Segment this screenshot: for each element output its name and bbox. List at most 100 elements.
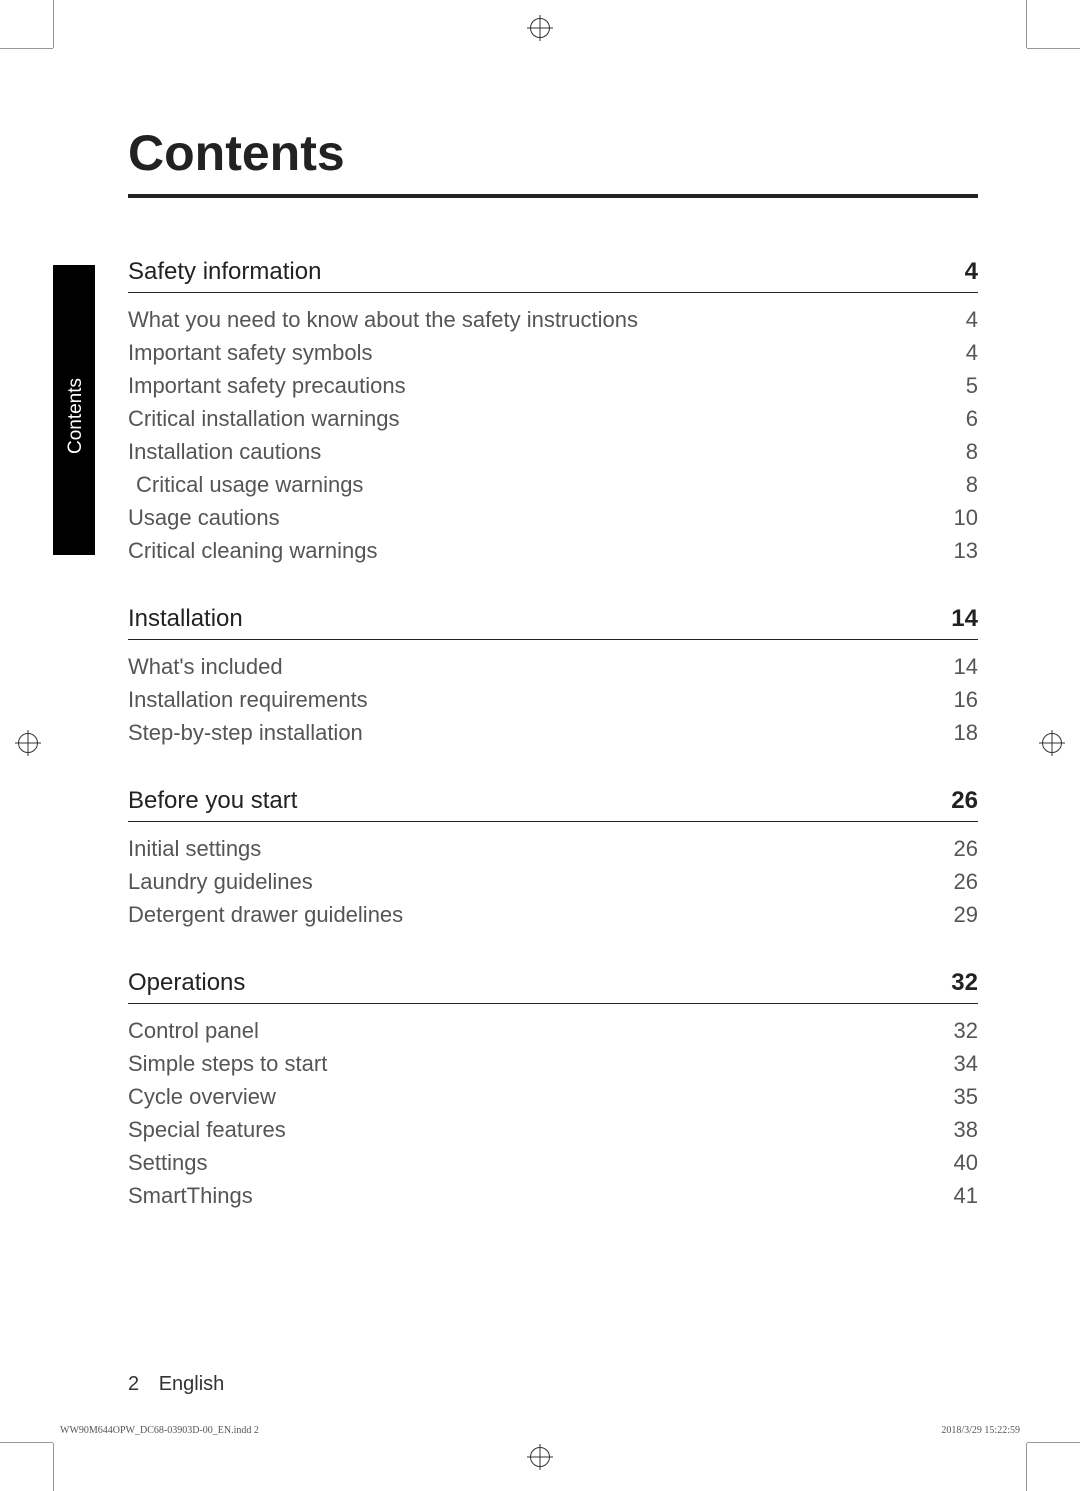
toc-section-title: Before you start <box>128 787 297 815</box>
registration-mark-icon <box>530 1447 550 1473</box>
toc-entry-text: Settings <box>128 1146 208 1179</box>
toc-entry-page: 4 <box>966 336 978 369</box>
toc-entry: Important safety symbols 4 <box>128 336 978 369</box>
toc-entry-page: 35 <box>954 1080 978 1113</box>
toc-entry-page: 18 <box>954 716 978 749</box>
toc-entry: Settings 40 <box>128 1146 978 1179</box>
crop-mark <box>0 48 53 49</box>
toc-section-header: Before you start 26 <box>128 787 978 822</box>
toc-entry-text: Critical usage warnings <box>128 468 363 501</box>
toc-entry: Laundry guidelines 26 <box>128 865 978 898</box>
section-tab-label: Contents <box>65 371 87 461</box>
crop-mark <box>1026 1443 1027 1491</box>
toc-section-header: Installation 14 <box>128 605 978 640</box>
toc-entry-page: 41 <box>954 1179 978 1212</box>
toc-entry: Important safety precautions 5 <box>128 369 978 402</box>
toc-entry-text: Critical cleaning warnings <box>128 534 377 567</box>
toc-entry: What you need to know about the safety i… <box>128 303 978 336</box>
page-language: English <box>159 1373 225 1395</box>
toc-entries: What you need to know about the safety i… <box>128 303 978 567</box>
page-content: Contents Safety information 4 What you nee… <box>128 124 978 1212</box>
toc-section-header: Operations 32 <box>128 969 978 1004</box>
toc-entry: Control panel 32 <box>128 1014 978 1047</box>
crop-mark <box>1026 0 1027 48</box>
toc-entry-text: What's included <box>128 650 283 683</box>
toc-entry-text: Important safety symbols <box>128 336 373 369</box>
toc-section-header: Safety information 4 <box>128 258 978 293</box>
toc-entries: What's included14Installation requiremen… <box>128 650 978 749</box>
toc-entry: Step-by-step installation 18 <box>128 716 978 749</box>
toc-entry: Simple steps to start 34 <box>128 1047 978 1080</box>
toc-entry-page: 40 <box>954 1146 978 1179</box>
page-footer: 2 English <box>128 1373 224 1396</box>
toc-entry: Initial settings 26 <box>128 832 978 865</box>
table-of-contents: Safety information 4 What you need to know… <box>128 258 978 1212</box>
crop-mark <box>1027 1442 1080 1443</box>
toc-entry-text: Detergent drawer guidelines <box>128 898 403 931</box>
toc-entry: SmartThings 41 <box>128 1179 978 1212</box>
crop-mark <box>53 1443 54 1491</box>
crop-mark <box>1027 48 1080 49</box>
section-tab: Contents <box>53 265 95 555</box>
title-rule <box>128 194 978 198</box>
toc-section-page: 32 <box>951 969 978 997</box>
toc-entry-page: 8 <box>966 435 978 468</box>
toc-entry: Critical cleaning warnings 13 <box>128 534 978 567</box>
toc-entries: Control panel32Simple steps to start34Cy… <box>128 1014 978 1212</box>
toc-entries: Initial settings26Laundry guidelines26De… <box>128 832 978 931</box>
toc-entry-text: Installation requirements <box>128 683 368 716</box>
print-footer-file: WW90M644OPW_DC68-03903D-00_EN.indd 2 <box>60 1425 259 1436</box>
toc-entry-page: 4 <box>966 303 978 336</box>
toc-section-page: 26 <box>951 787 978 815</box>
registration-mark-icon <box>1042 733 1062 759</box>
toc-entry-page: 32 <box>954 1014 978 1047</box>
toc-entry-page: 38 <box>954 1113 978 1146</box>
toc-entry: Detergent drawer guidelines 29 <box>128 898 978 931</box>
toc-entry-text: SmartThings <box>128 1179 253 1212</box>
toc-entry-page: 26 <box>954 865 978 898</box>
toc-entry: Critical usage warnings 8 <box>128 468 978 501</box>
toc-entry-page: 6 <box>966 402 978 435</box>
toc-entry-page: 26 <box>954 832 978 865</box>
toc-entry-text: Step-by-step installation <box>128 716 363 749</box>
toc-entry-text: Special features <box>128 1113 286 1146</box>
toc-entry-page: 5 <box>966 369 978 402</box>
toc-entry: Installation requirements 16 <box>128 683 978 716</box>
toc-entry-text: Laundry guidelines <box>128 865 313 898</box>
toc-entry-text: Simple steps to start <box>128 1047 327 1080</box>
toc-section-page: 4 <box>965 258 978 286</box>
toc-entry-text: Usage cautions <box>128 501 280 534</box>
toc-entry-text: Initial settings <box>128 832 261 865</box>
toc-section-title: Operations <box>128 969 245 997</box>
toc-entry-text: What you need to know about the safety i… <box>128 303 638 336</box>
toc-entry: Critical installation warnings 6 <box>128 402 978 435</box>
toc-section-page: 14 <box>951 605 978 633</box>
page-title: Contents <box>128 124 978 182</box>
toc-entry-text: Control panel <box>128 1014 259 1047</box>
registration-mark-icon <box>530 18 550 44</box>
page-number: 2 <box>128 1373 139 1395</box>
toc-entry-page: 8 <box>966 468 978 501</box>
print-footer-date: 2018/3/29 15:22:59 <box>941 1425 1020 1436</box>
toc-section-title: Installation <box>128 605 243 633</box>
print-footer: WW90M644OPW_DC68-03903D-00_EN.indd 2 201… <box>60 1425 1020 1436</box>
toc-entry-page: 16 <box>954 683 978 716</box>
toc-entry-page: 10 <box>954 501 978 534</box>
toc-entry-text: Critical installation warnings <box>128 402 399 435</box>
toc-entry: Usage cautions 10 <box>128 501 978 534</box>
toc-entry-page: 29 <box>954 898 978 931</box>
registration-mark-icon <box>18 733 38 759</box>
toc-entry: Installation cautions 8 <box>128 435 978 468</box>
toc-entry-page: 13 <box>954 534 978 567</box>
toc-entry-page: 34 <box>954 1047 978 1080</box>
toc-entry-text: Cycle overview <box>128 1080 276 1113</box>
toc-entry-text: Installation cautions <box>128 435 321 468</box>
crop-mark <box>0 1442 53 1443</box>
toc-entry-page: 14 <box>954 650 978 683</box>
toc-section-title: Safety information <box>128 258 321 286</box>
toc-entry: Cycle overview 35 <box>128 1080 978 1113</box>
toc-entry: Special features 38 <box>128 1113 978 1146</box>
toc-entry: What's included 14 <box>128 650 978 683</box>
crop-mark <box>53 0 54 48</box>
toc-entry-text: Important safety precautions <box>128 369 406 402</box>
